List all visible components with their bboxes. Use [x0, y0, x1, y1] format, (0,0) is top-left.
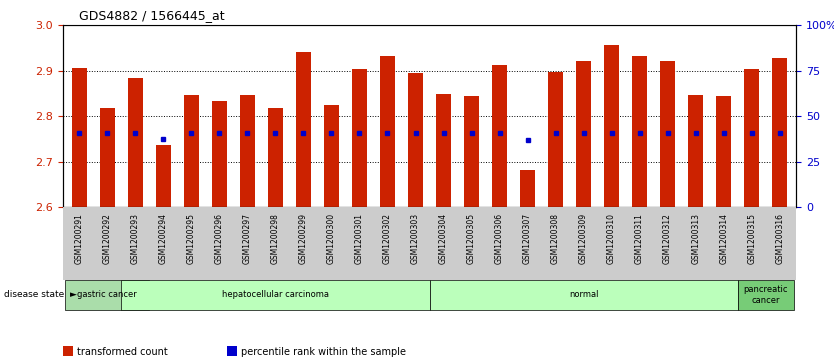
Text: GSM1200308: GSM1200308 — [551, 213, 560, 264]
Text: gastric cancer: gastric cancer — [78, 290, 138, 299]
Text: GSM1200315: GSM1200315 — [747, 213, 756, 264]
Text: GSM1200314: GSM1200314 — [719, 213, 728, 264]
Text: GSM1200291: GSM1200291 — [75, 213, 84, 264]
Bar — [352, 69, 367, 207]
Text: GSM1200307: GSM1200307 — [523, 213, 532, 264]
Text: GSM1200293: GSM1200293 — [131, 213, 140, 264]
Bar — [436, 94, 451, 207]
Bar — [604, 45, 620, 207]
Text: GSM1200306: GSM1200306 — [495, 213, 504, 264]
Bar — [575, 61, 591, 207]
Text: GSM1200296: GSM1200296 — [215, 213, 224, 264]
Bar — [128, 78, 143, 207]
Text: GSM1200313: GSM1200313 — [691, 213, 700, 264]
Text: GSM1200311: GSM1200311 — [636, 213, 644, 264]
Bar — [772, 58, 787, 207]
Bar — [430, 280, 737, 310]
Bar — [212, 101, 227, 207]
Bar — [324, 105, 339, 207]
Text: hepatocellular carcinoma: hepatocellular carcinoma — [222, 290, 329, 299]
Text: GSM1200309: GSM1200309 — [579, 213, 588, 264]
Text: percentile rank within the sample: percentile rank within the sample — [241, 347, 406, 357]
Bar — [65, 280, 149, 310]
Bar — [632, 56, 647, 207]
Bar — [660, 61, 676, 207]
Text: GSM1200297: GSM1200297 — [243, 213, 252, 264]
Bar — [688, 95, 703, 207]
Text: GDS4882 / 1566445_at: GDS4882 / 1566445_at — [79, 9, 225, 22]
Text: GSM1200312: GSM1200312 — [663, 213, 672, 264]
Bar — [737, 280, 794, 310]
Text: GSM1200300: GSM1200300 — [327, 213, 336, 264]
Bar — [122, 280, 430, 310]
Text: GSM1200294: GSM1200294 — [159, 213, 168, 264]
Text: GSM1200299: GSM1200299 — [299, 213, 308, 264]
Bar — [183, 95, 199, 207]
Bar — [100, 108, 115, 207]
Bar — [744, 69, 759, 207]
Bar — [156, 145, 171, 207]
Text: transformed count: transformed count — [77, 347, 168, 357]
Text: GSM1200292: GSM1200292 — [103, 213, 112, 264]
Text: GSM1200305: GSM1200305 — [467, 213, 476, 264]
Text: disease state  ►: disease state ► — [4, 290, 77, 299]
Bar — [464, 96, 480, 207]
Text: pancreatic
cancer: pancreatic cancer — [743, 285, 788, 305]
Text: GSM1200316: GSM1200316 — [775, 213, 784, 264]
Text: normal: normal — [569, 290, 598, 299]
Bar — [72, 68, 87, 207]
Bar — [716, 96, 731, 207]
Bar — [492, 65, 507, 207]
Bar — [520, 170, 535, 207]
Bar — [296, 52, 311, 207]
Text: GSM1200298: GSM1200298 — [271, 213, 280, 264]
Text: GSM1200310: GSM1200310 — [607, 213, 616, 264]
Bar — [408, 73, 423, 207]
Text: GSM1200303: GSM1200303 — [411, 213, 420, 264]
Bar — [268, 107, 284, 207]
Bar — [239, 95, 255, 207]
Text: GSM1200301: GSM1200301 — [355, 213, 364, 264]
Text: GSM1200295: GSM1200295 — [187, 213, 196, 264]
Text: GSM1200302: GSM1200302 — [383, 213, 392, 264]
Bar — [379, 56, 395, 207]
Bar — [548, 72, 563, 207]
Text: GSM1200304: GSM1200304 — [439, 213, 448, 264]
